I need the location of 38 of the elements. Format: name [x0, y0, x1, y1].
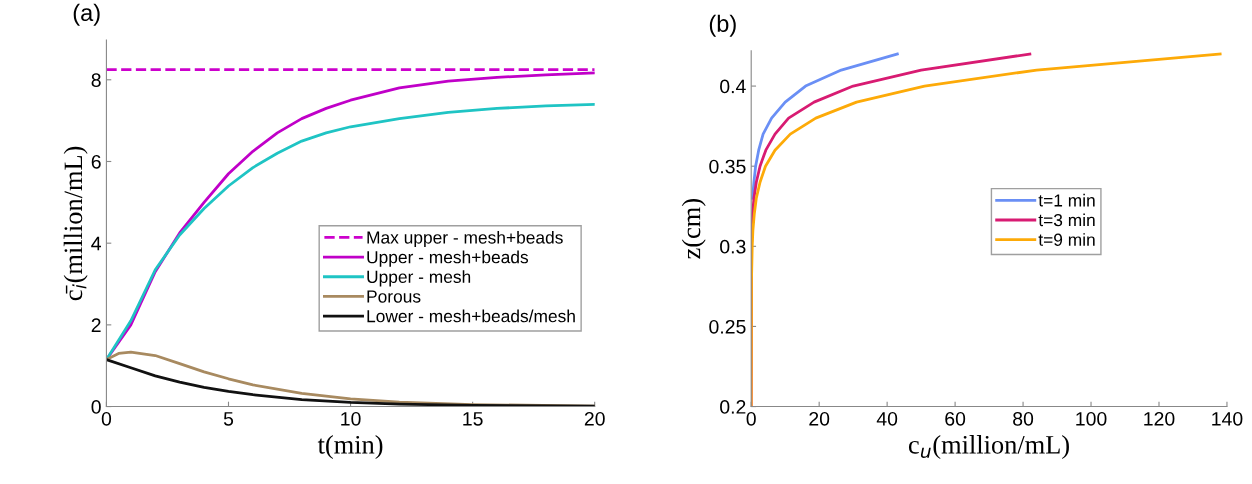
x-tick-label: 15: [463, 412, 483, 426]
x-tick-label: 140: [1212, 411, 1243, 426]
x-tick-label: 100: [1076, 411, 1107, 426]
y-axis-title: c̄$_{i}$(million/mL): [63, 146, 88, 301]
x-tick-label: 20: [809, 411, 830, 426]
x-tick-label: 5: [223, 412, 234, 426]
y-tick-label: 0.2: [720, 400, 746, 414]
x-tick-label: 20: [584, 411, 605, 426]
y-axis-title: z(cm): [681, 199, 706, 259]
chart-title: (b): [709, 14, 736, 37]
legend-label: t=9 min: [1038, 233, 1095, 246]
x-tick-label: 80: [1013, 411, 1034, 426]
x-axis-title: c$_{u}$(million/mL): [908, 435, 1069, 460]
y-tick-label: 0.25: [709, 319, 746, 334]
x-axis-title: t(min): [317, 435, 383, 460]
chart-title: (a): [73, 3, 100, 26]
legend-label: t=1 min: [1038, 193, 1095, 207]
y-tick-label: 4: [91, 236, 101, 251]
x-tick-label: 40: [876, 411, 898, 426]
y-tick-label: 0.3: [720, 239, 746, 254]
legend-label: Upper - mesh: [367, 270, 471, 287]
x-tick-label: 0: [101, 411, 112, 426]
y-tick-label: 6: [91, 154, 101, 169]
x-tick-label: 0: [746, 411, 756, 426]
y-tick-label: 8: [91, 73, 101, 88]
y-tick-label: 0: [91, 400, 101, 414]
legend-label: Porous: [367, 290, 421, 303]
legend-label: Lower - mesh+beads/mesh: [367, 309, 575, 323]
legend-label: Max upper - mesh+beads: [367, 230, 563, 248]
y-tick-label: 2: [91, 318, 101, 332]
x-tick-label: 120: [1144, 411, 1175, 426]
legend-label: t=3 min: [1038, 213, 1095, 227]
line-series: [751, 52, 899, 200]
y-tick-label: 0.35: [709, 159, 746, 174]
x-tick-label: 60: [945, 411, 966, 426]
y-tick-label: 0.4: [720, 79, 746, 94]
legend-label: Upper - mesh+beads: [367, 250, 529, 267]
x-tick-label: 10: [341, 411, 361, 426]
